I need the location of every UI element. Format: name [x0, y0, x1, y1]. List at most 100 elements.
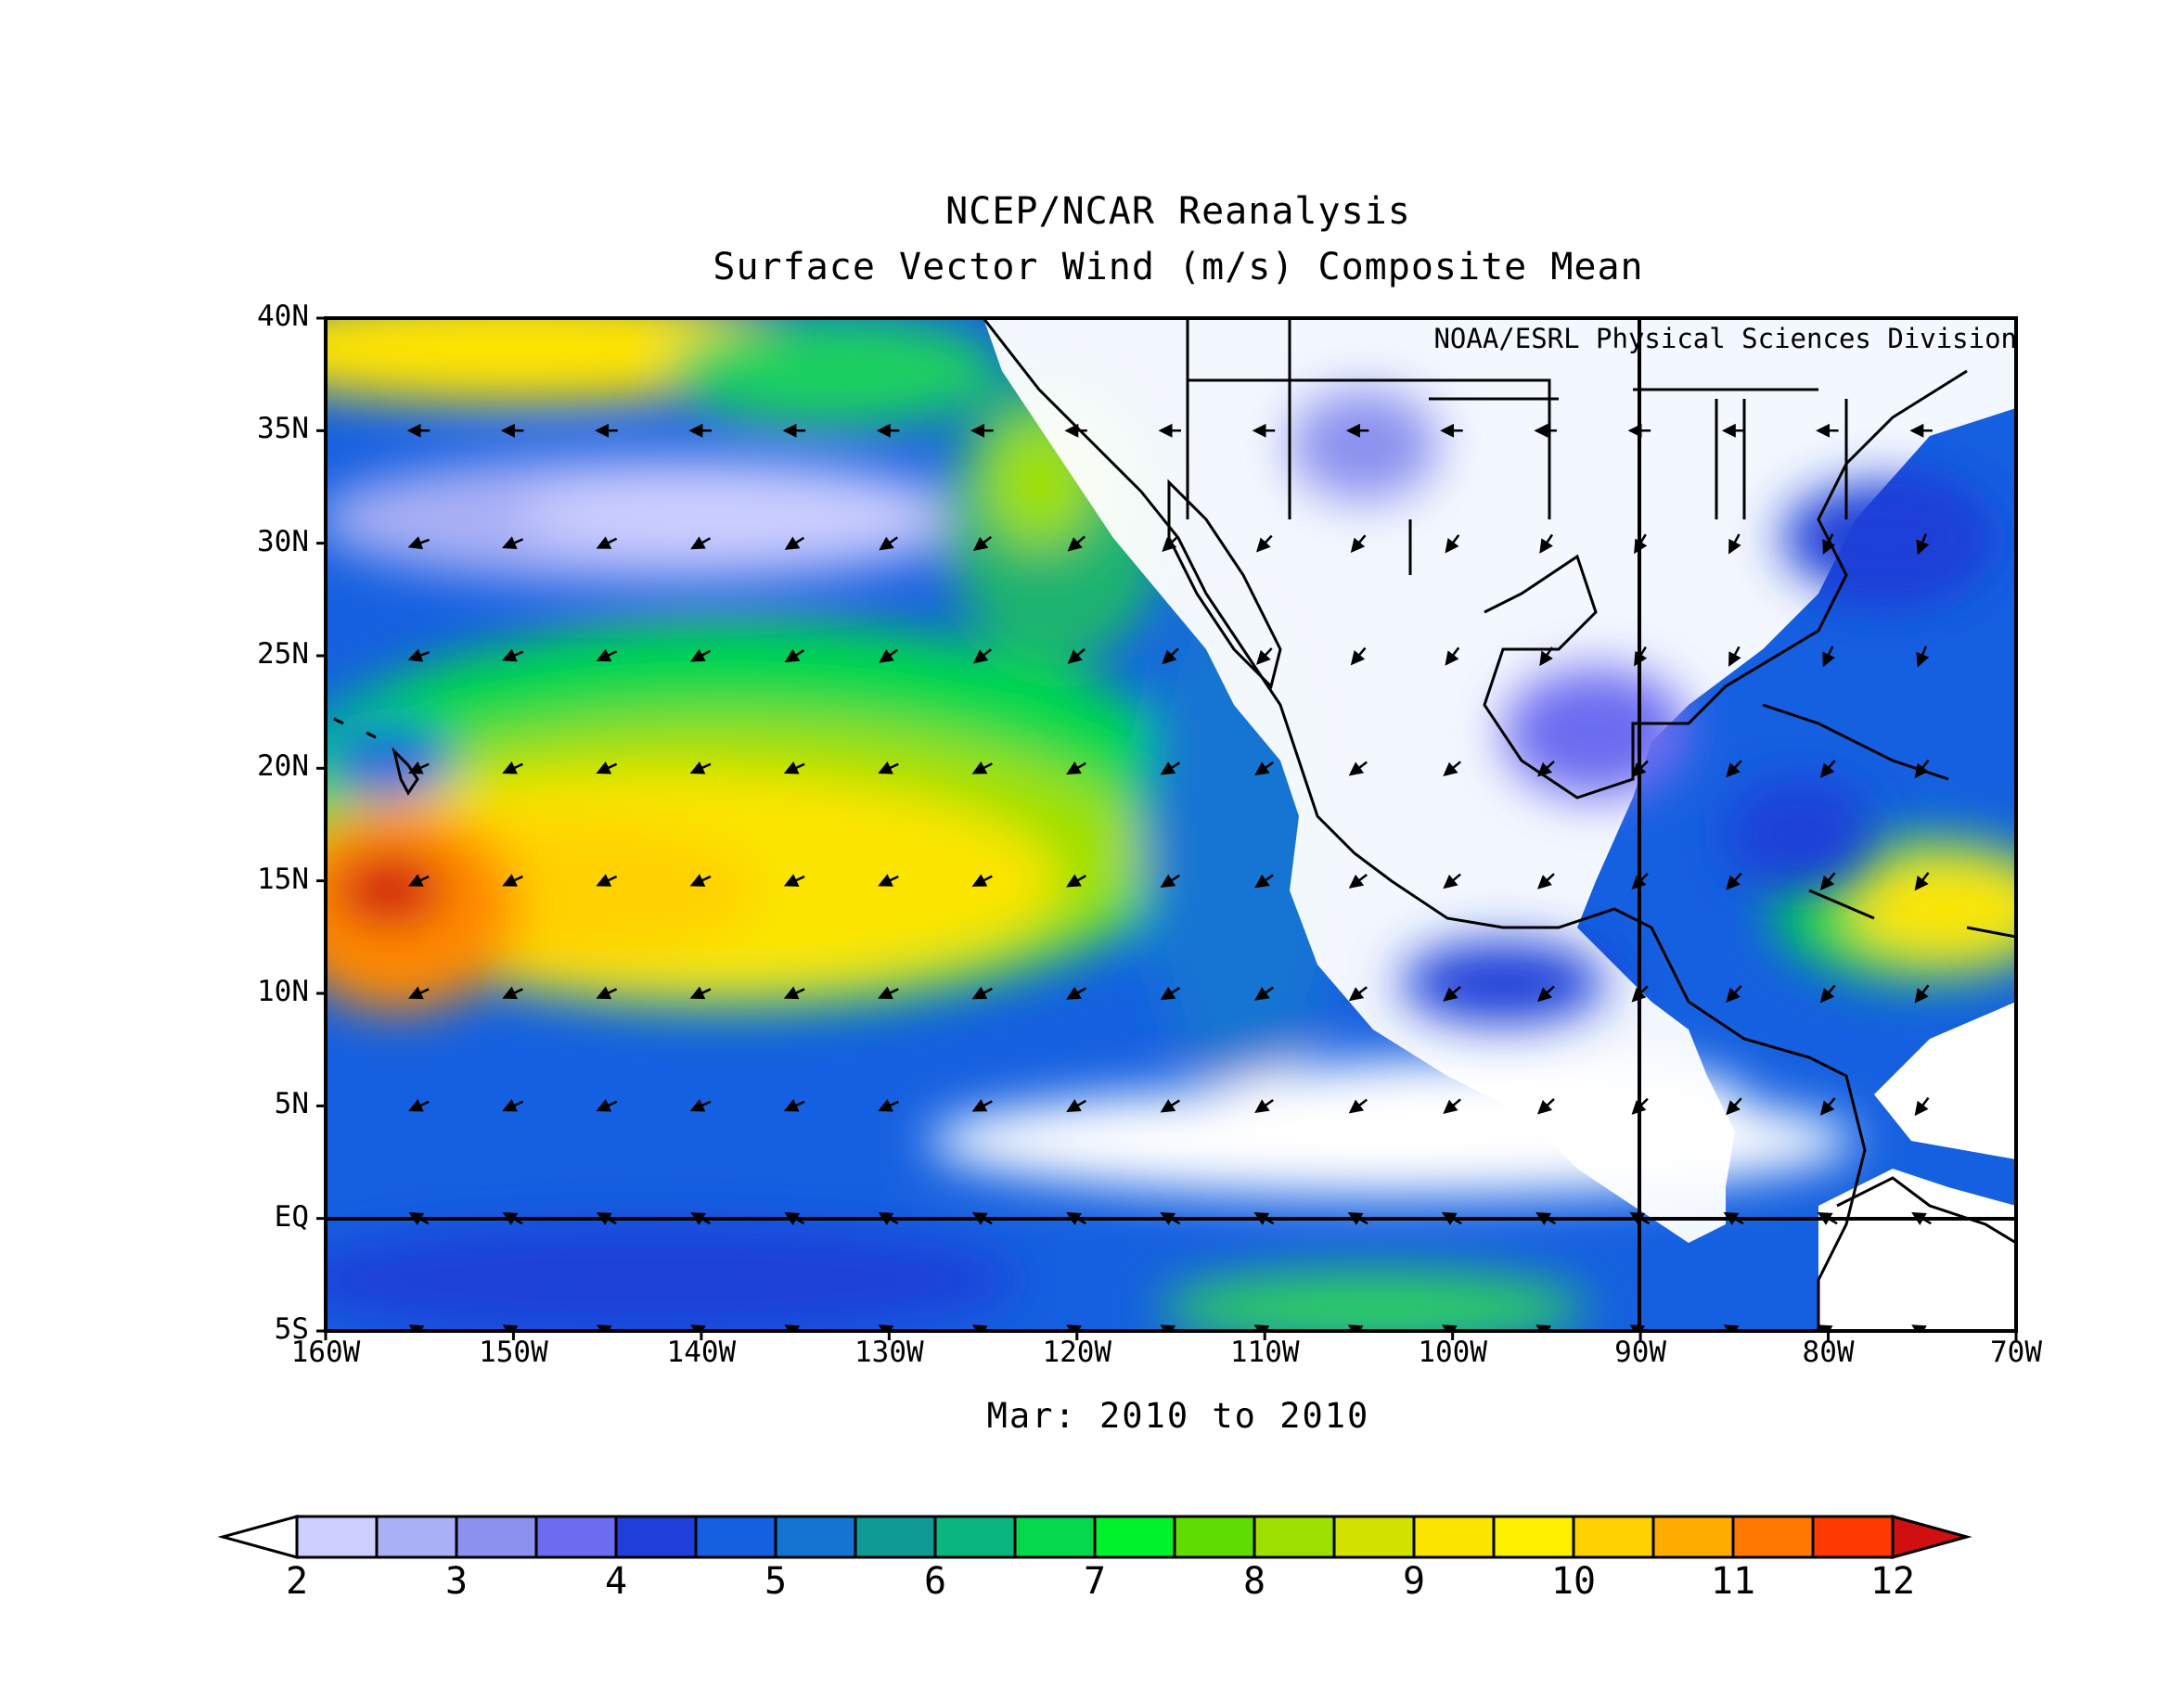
wind-arrow	[1817, 1211, 1838, 1225]
colorbar-swatch	[455, 1515, 538, 1559]
wind-arrow	[1443, 985, 1461, 1002]
wind-arrow	[1536, 1097, 1555, 1115]
wind-arrow	[1162, 535, 1179, 553]
wind-arrow	[596, 1324, 612, 1331]
wind-arrow	[1914, 872, 1930, 891]
lat-tick-label: 40N	[257, 300, 309, 333]
wind-arrow	[408, 1324, 425, 1331]
wind-arrow	[1255, 534, 1273, 553]
wind-arrow	[1253, 1211, 1275, 1225]
colorbar-swatch	[375, 1515, 458, 1559]
colorbar-label: 2	[285, 1560, 309, 1603]
colorbar-label: 8	[1242, 1560, 1266, 1603]
wind-arrow	[1067, 647, 1086, 664]
wind-arrow	[1350, 534, 1367, 554]
wind-arrow	[1726, 1097, 1742, 1116]
wind-arrow	[689, 761, 712, 774]
wind-arrow	[1162, 647, 1179, 665]
land-south-america-west	[1874, 1002, 2016, 1159]
wind-arrow	[596, 1098, 618, 1112]
wind-arrow	[408, 874, 430, 887]
wind-arrow	[971, 1324, 988, 1331]
wind-arrow	[784, 536, 805, 550]
colorbar-swatch	[774, 1515, 857, 1559]
wind-arrow	[1443, 1098, 1461, 1115]
wind-arrow	[1631, 873, 1649, 890]
wind-arrow	[596, 536, 618, 549]
coastline-south-america	[1836, 1176, 2016, 1245]
wind-arrow	[1629, 1211, 1651, 1225]
wind-arrow	[1916, 646, 1930, 668]
lat-tick-label: 35N	[257, 412, 309, 446]
lon-tick-label: 70W	[1990, 1336, 2042, 1369]
colorbar-swatch	[1492, 1515, 1575, 1559]
colorbar-label: 5	[764, 1560, 788, 1603]
colorbar-swatch	[694, 1515, 777, 1559]
colorbar-label: 9	[1402, 1560, 1426, 1603]
wind-arrow	[690, 648, 712, 662]
wind-arrow	[1066, 1324, 1082, 1331]
wind-arrow	[1726, 872, 1742, 890]
wind-arrow	[408, 761, 430, 774]
colorbar-min-triangle	[217, 1515, 299, 1559]
wind-arrow	[1634, 533, 1648, 555]
speed-field	[326, 318, 2016, 1331]
wind-arrow	[1443, 761, 1461, 777]
wind-arrow	[784, 648, 805, 663]
wind-arrow	[1536, 760, 1555, 777]
lon-tick-label: 120W	[1042, 1336, 1112, 1369]
wind-arrow	[1160, 1324, 1176, 1331]
wind-arrow	[1723, 1211, 1744, 1225]
wind-arrow	[1443, 873, 1461, 889]
lat-tick-label: 5S	[274, 1312, 309, 1346]
wind-arrow	[689, 1098, 712, 1112]
colorbar-label: 11	[1710, 1560, 1756, 1603]
coastline-baja	[1167, 479, 1282, 689]
wind-arrow	[1254, 761, 1274, 776]
political-borders	[1186, 318, 1848, 575]
lon-tick-label: 110W	[1229, 1336, 1300, 1369]
colorbar-swatch	[1013, 1515, 1097, 1559]
wind-arrow	[1160, 1099, 1180, 1113]
wind-arrow	[1066, 761, 1086, 775]
colorbar-swatch	[1651, 1515, 1735, 1559]
wind-arrow	[502, 1098, 523, 1112]
lat-tick-label: 30N	[257, 524, 309, 558]
colorbar-label: 12	[1869, 1560, 1916, 1603]
lon-tick-label: 80W	[1802, 1336, 1855, 1369]
lon-tick-label: 130W	[854, 1336, 924, 1369]
wind-vectors	[406, 423, 1933, 1331]
wind-arrow	[783, 986, 805, 1000]
wind-arrow	[1631, 1097, 1649, 1115]
lon-tick-label: 90W	[1614, 1336, 1667, 1369]
wind-arrow	[1254, 874, 1274, 889]
wind-arrow	[1822, 646, 1835, 668]
wind-arrow	[502, 1324, 519, 1331]
wind-arrow	[1066, 1211, 1086, 1225]
lon-tick-label: 140W	[666, 1336, 737, 1369]
wind-arrow	[407, 648, 430, 662]
wind-arrow	[1536, 985, 1555, 1003]
credit-label: NOAA/ESRL Physical Sciences Division	[1433, 323, 2017, 354]
wind-arrow	[1536, 873, 1555, 889]
lat-tick-label: EQ	[274, 1199, 309, 1234]
wind-arrow	[971, 874, 993, 887]
wind-arrow	[971, 986, 993, 1000]
wind-arrow	[1535, 1211, 1557, 1225]
wind-arrow	[1723, 1324, 1740, 1331]
lat-tick-label: 20N	[257, 749, 309, 784]
coastline	[982, 318, 1867, 1331]
wind-arrow	[879, 648, 899, 663]
wind-arrow	[784, 1211, 805, 1225]
wind-arrow	[596, 986, 618, 1000]
wind-arrow	[502, 761, 523, 774]
lat-tick-label: 15N	[257, 862, 309, 896]
wind-arrow	[1348, 761, 1368, 776]
lon-tick-label: 100W	[1418, 1336, 1487, 1369]
wind-arrow	[1916, 533, 1930, 556]
wind-arrow	[1254, 986, 1274, 1001]
wind-arrow	[408, 1211, 430, 1225]
wind-arrow	[1066, 1099, 1086, 1113]
hawaii-islands	[333, 717, 419, 796]
